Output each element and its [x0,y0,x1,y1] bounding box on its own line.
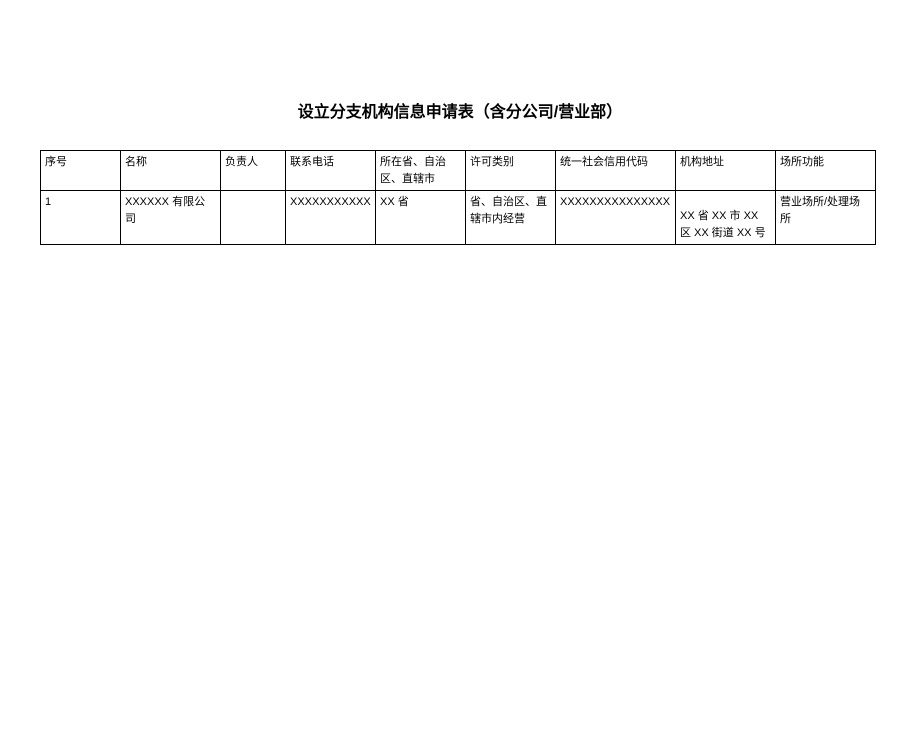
col-header-phone: 联系电话 [286,151,376,191]
branch-application-table: 序号 名称 负责人 联系电话 所在省、自治区、直辖市 许可类别 统一社会信用代码… [40,150,876,245]
cell-permit: 省、自治区、直辖市内经营 [466,191,556,245]
col-header-person: 负责人 [221,151,286,191]
cell-province: XX 省 [376,191,466,245]
col-header-function: 场所功能 [776,151,876,191]
cell-person [221,191,286,245]
col-header-address: 机构地址 [676,151,776,191]
cell-function: 营业场所/处理场所 [776,191,876,245]
cell-address: XX 省 XX 市 XX 区 XX 街道 XX 号 [676,191,776,245]
col-header-seq: 序号 [41,151,121,191]
cell-phone: XXXXXXXXXXX [286,191,376,245]
cell-credit: XXXXXXXXXXXXXXX [556,191,676,245]
cell-name: XXXXXX 有限公司 [121,191,221,245]
table-row: 1 XXXXXX 有限公司 XXXXXXXXXXX XX 省 省、自治区、直辖市… [41,191,876,245]
table-header-row: 序号 名称 负责人 联系电话 所在省、自治区、直辖市 许可类别 统一社会信用代码… [41,151,876,191]
col-header-permit: 许可类别 [466,151,556,191]
col-header-name: 名称 [121,151,221,191]
cell-address-text: XX 省 XX 市 XX 区 XX 街道 XX 号 [680,210,766,239]
col-header-credit: 统一社会信用代码 [556,151,676,191]
col-header-province: 所在省、自治区、直辖市 [376,151,466,191]
page-title: 设立分支机构信息申请表（含分公司/营业部） [0,98,920,122]
cell-seq: 1 [41,191,121,245]
